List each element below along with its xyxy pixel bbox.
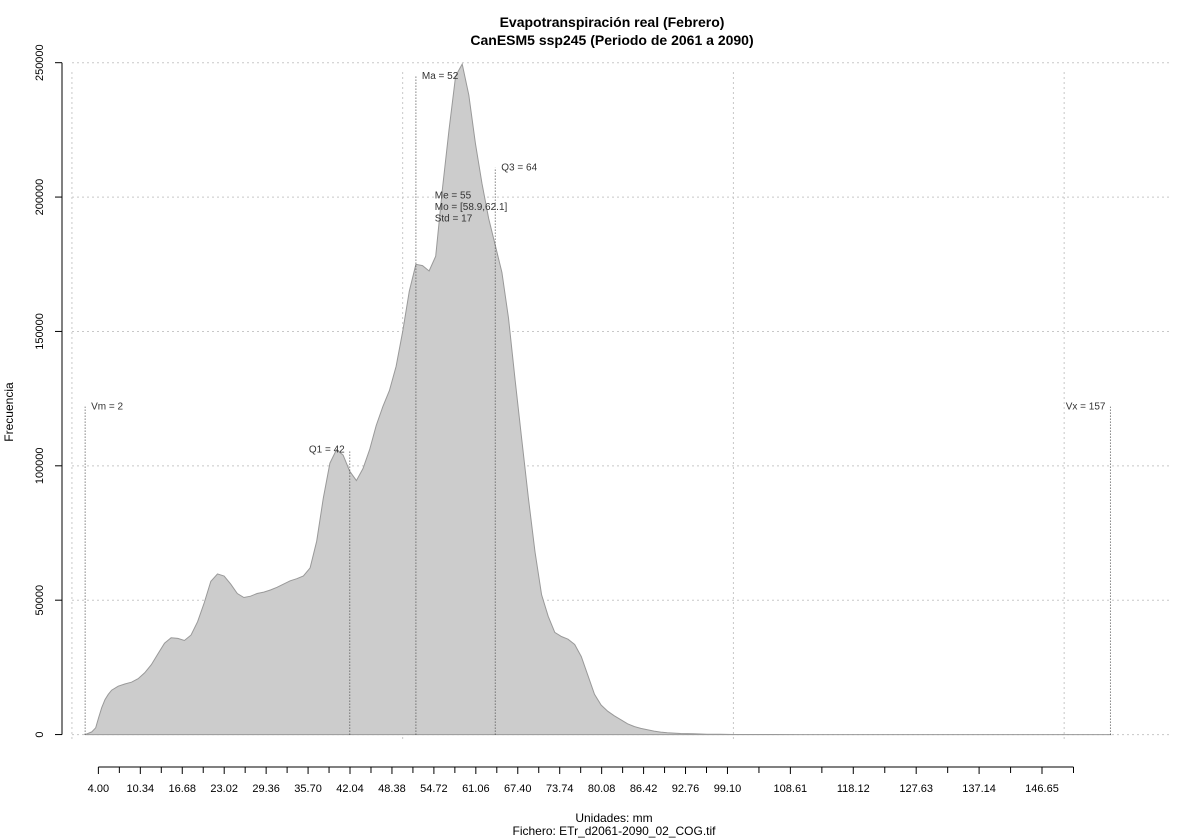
marker-label: Q3 = 64: [501, 163, 537, 174]
y-axis: 0 50000 100000 150000 200000 250000: [34, 44, 63, 738]
x-tick-label: 127.63: [899, 783, 933, 795]
file-name-label: Fichero: ETr_d2061-2090_02_COG.tif: [513, 824, 717, 838]
x-axis: 4.00 10.34 16.68 23.02 29.36 35.70 42.04 48.38 5…: [88, 766, 1074, 795]
x-axis-label: Unidades: mm: [575, 811, 652, 825]
x-tick-label: 61.06: [462, 783, 490, 795]
y-tick-label: 200000: [34, 179, 46, 216]
x-tick-label: 23.02: [210, 783, 238, 795]
chart-subtitle: CanESM5 ssp245 (Periodo de 2061 a 2090): [470, 32, 753, 48]
x-tick-label: 29.36: [252, 783, 280, 795]
y-tick-label: 50000: [34, 585, 46, 616]
x-tick-label: 80.08: [588, 783, 616, 795]
x-tick-label: 35.70: [294, 783, 322, 795]
frequency-area: [83, 62, 1112, 736]
x-tick-label: 48.38: [378, 783, 406, 795]
x-tick-label: 67.40: [504, 783, 532, 795]
y-tick-label: 150000: [34, 313, 46, 350]
x-tick-label: 118.12: [837, 783, 870, 795]
x-tick-label: 10.34: [127, 783, 155, 795]
stats-line: Std = 17: [435, 213, 473, 224]
x-tick-label: 86.42: [630, 783, 658, 795]
x-tick-label: 146.65: [1025, 783, 1059, 795]
x-tick-label: 137.14: [962, 783, 996, 795]
x-tick-label: 108.61: [774, 783, 808, 795]
statistic-markers: Vm = 2 Q1 = 42 Ma = 52 Q3 = 64 Vx = 157: [84, 71, 1111, 735]
y-tick-label: 250000: [34, 44, 46, 81]
x-tick-label: 99.10: [714, 783, 742, 795]
marker-label: Vx = 157: [1066, 402, 1106, 413]
x-tick-label: 92.76: [672, 783, 700, 795]
stats-line: Me = 55: [435, 190, 472, 201]
marker-label: Ma = 52: [422, 71, 459, 82]
y-tick-label: 0: [34, 732, 46, 738]
x-tick-label: 16.68: [168, 783, 196, 795]
x-tick-label: 4.00: [88, 783, 109, 795]
marker-label: Vm = 2: [91, 402, 123, 413]
x-tick-label: 42.04: [336, 783, 364, 795]
marker-label: Q1 = 42: [309, 445, 345, 456]
y-axis-label: Frecuencia: [2, 382, 16, 442]
x-tick-label: 54.72: [420, 783, 448, 795]
chart-title: Evapotranspiración real (Febrero): [500, 14, 725, 30]
stats-line: Mo = [58.9,62.1]: [435, 202, 508, 213]
y-tick-label: 100000: [34, 447, 46, 484]
x-tick-label: 73.74: [546, 783, 574, 795]
